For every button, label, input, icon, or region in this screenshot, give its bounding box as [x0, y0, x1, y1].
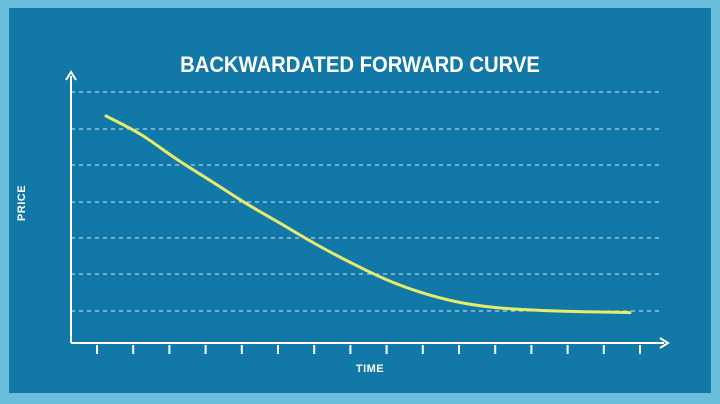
- y-axis-arrow-icon: [65, 70, 77, 81]
- axis-layer: [65, 70, 670, 349]
- x-axis-label: TIME: [355, 363, 385, 375]
- grid-layer: [71, 91, 663, 312]
- chart-panel: [9, 8, 711, 393]
- chart-title: BACKWARDATED FORWARD CURVE: [180, 52, 540, 77]
- forward-curve-line: [104, 114, 632, 315]
- tick-layer: [96, 345, 641, 354]
- y-axis-label: PRICE: [16, 184, 28, 222]
- x-axis-arrow-icon: [659, 337, 670, 349]
- series-layer: [104, 114, 632, 315]
